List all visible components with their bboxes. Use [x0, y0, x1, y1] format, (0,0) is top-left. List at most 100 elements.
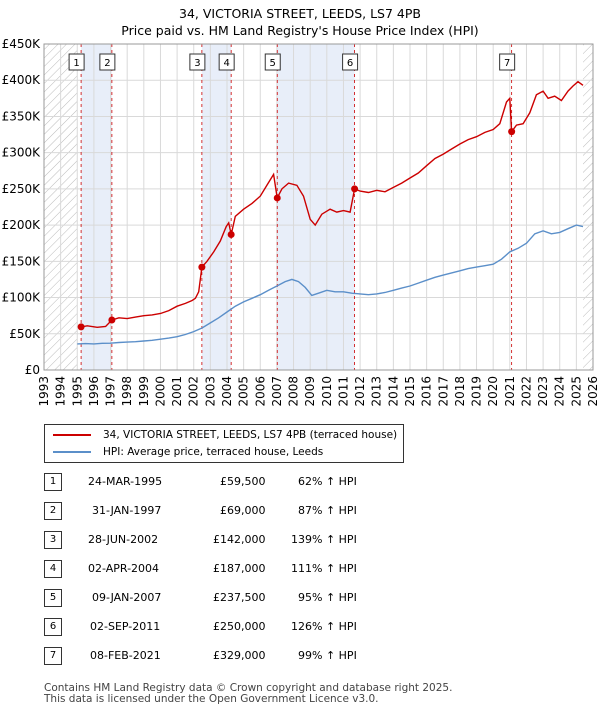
x-tick-label: 2026: [586, 376, 600, 407]
sale-price: £237,500: [213, 591, 266, 604]
sale-label-box: [342, 53, 359, 71]
sale-hpi: 126% ↑ HPI: [291, 620, 357, 633]
y-tick-label: £300K: [2, 146, 42, 160]
legend: 34, VICTORIA STREET, LEEDS, LS7 4PB (ter…: [44, 424, 404, 463]
sale-label-number: 7: [504, 58, 510, 69]
x-tick-label: 2024: [553, 376, 567, 407]
x-tick-label: 2019: [470, 376, 484, 407]
sale-label-number: 4: [223, 58, 229, 69]
x-tick-label: 1993: [37, 376, 51, 407]
sale-point: [273, 194, 281, 202]
y-tick-label: £50K: [9, 327, 41, 341]
x-tick-label: 1998: [120, 376, 134, 407]
sale-price: £59,500: [220, 475, 266, 488]
x-tick-label: 2003: [203, 376, 217, 407]
y-tick-label: £200K: [2, 218, 42, 232]
sale-hpi: 87% ↑ HPI: [298, 504, 357, 517]
sale-point: [198, 263, 206, 271]
sale-label-box: [264, 53, 281, 71]
y-tick-label: £400K: [2, 73, 42, 87]
x-tick-label: 2020: [486, 376, 500, 407]
x-tick-label: 1999: [137, 376, 151, 407]
footer-line-copyright: Contains HM Land Registry data © Crown c…: [44, 682, 453, 694]
table-row: 2 31-JAN-1997 £69,000 87% ↑ HPI: [0, 501, 600, 521]
x-tick-label: 2007: [270, 376, 284, 407]
sale-label-number: 6: [347, 58, 353, 69]
price-chart: 34, VICTORIA STREET, LEEDS, LS7 4PB Pric…: [2, 6, 600, 407]
x-tick-label: 2010: [320, 376, 334, 407]
x-tick-label: 2014: [386, 376, 400, 407]
sale-number-badge: 1: [44, 473, 62, 491]
y-tick-label: £450K: [2, 37, 42, 51]
x-tick-label: 2018: [453, 376, 467, 407]
x-tick-label: 2006: [253, 376, 267, 407]
legend-label-hpi: HPI: Average price, terraced house, Leed…: [103, 446, 324, 458]
y-tick-label: £100K: [2, 291, 42, 305]
sale-label-number: 5: [270, 58, 276, 69]
plot-frame: [43, 43, 594, 371]
sale-point: [351, 185, 359, 193]
sale-point: [508, 128, 516, 136]
sale-hpi: 139% ↑ HPI: [291, 533, 357, 546]
footer-line-licence: This data is licensed under the Open Gov…: [44, 693, 379, 705]
no-data-hatch: [583, 44, 593, 370]
sale-label-box: [68, 53, 85, 71]
footer-attribution: Contains HM Land Registry data © Crown c…: [44, 683, 452, 705]
sale-label-box: [189, 53, 206, 71]
sale-label-number: 1: [73, 58, 79, 69]
y-tick-label: £350K: [2, 109, 42, 123]
table-row: 1 24-MAR-1995 £59,500 62% ↑ HPI: [0, 472, 600, 492]
x-tick-label: 2011: [336, 376, 350, 407]
sale-point: [77, 323, 85, 331]
chart-title: 34, VICTORIA STREET, LEEDS, LS7 4PB: [179, 6, 421, 21]
x-tick-label: 1996: [87, 376, 101, 407]
x-tick-label: 2017: [436, 376, 450, 407]
legend-swatch-red: [53, 434, 91, 436]
x-tick-label: 2012: [353, 376, 367, 407]
y-tick-label: £250K: [2, 182, 42, 196]
table-row: 3 28-JUN-2002 £142,000 139% ↑ HPI: [0, 530, 600, 550]
legend-swatch-blue: [53, 451, 91, 453]
sale-number-badge: 4: [44, 560, 62, 578]
y-tick-label: £0: [25, 363, 40, 377]
sale-hpi: 95% ↑ HPI: [298, 591, 357, 604]
sale-label-number: 2: [104, 58, 110, 69]
y-tick-label: £150K: [2, 254, 42, 268]
x-tick-label: 2004: [220, 376, 234, 407]
sale-number-badge: 6: [44, 618, 62, 636]
table-row: 5 09-JAN-2007 £237,500 95% ↑ HPI: [0, 588, 600, 608]
x-tick-label: 1997: [104, 376, 118, 407]
sale-label-box: [99, 53, 116, 71]
x-tick-label: 1995: [70, 376, 84, 407]
sale-label-box: [499, 53, 516, 71]
sale-date: 24-MAR-1995: [88, 475, 163, 488]
x-tick-label: 2021: [503, 376, 517, 407]
sale-date: 09-JAN-2007: [92, 591, 162, 604]
x-tick-label: 2016: [420, 376, 434, 407]
table-row: 4 02-APR-2004 £187,000 111% ↑ HPI: [0, 559, 600, 579]
sale-number-badge: 7: [44, 647, 62, 665]
legend-label-property: 34, VICTORIA STREET, LEEDS, LS7 4PB (ter…: [103, 429, 398, 441]
sale-period-band: [81, 44, 112, 370]
sale-period-band: [201, 44, 232, 370]
sale-date: 02-APR-2004: [88, 562, 160, 575]
sale-date: 28-JUN-2002: [88, 533, 159, 546]
table-row: 7 08-FEB-2021 £329,000 99% ↑ HPI: [0, 646, 600, 666]
sale-price: £187,000: [213, 562, 266, 575]
series-line-hpi: [77, 224, 584, 345]
legend-item-hpi: HPI: Average price, terraced house, Leed…: [53, 444, 323, 460]
x-tick-label: 2002: [187, 376, 201, 407]
x-tick-label: 2001: [170, 376, 184, 407]
sale-number-badge: 3: [44, 531, 62, 549]
table-row: 6 02-SEP-2011 £250,000 126% ↑ HPI: [0, 617, 600, 637]
x-tick-label: 2025: [569, 376, 583, 407]
sale-date: 31-JAN-1997: [92, 504, 162, 517]
x-tick-label: 2005: [237, 376, 251, 407]
sale-price: £142,000: [213, 533, 266, 546]
series-line-property: [80, 80, 584, 329]
sale-label-number: 3: [194, 58, 200, 69]
sale-date: 02-SEP-2011: [90, 620, 161, 633]
x-tick-label: 2013: [370, 376, 384, 407]
sale-hpi: 62% ↑ HPI: [298, 475, 357, 488]
chart-subtitle: Price paid vs. HM Land Registry's House …: [121, 23, 478, 38]
